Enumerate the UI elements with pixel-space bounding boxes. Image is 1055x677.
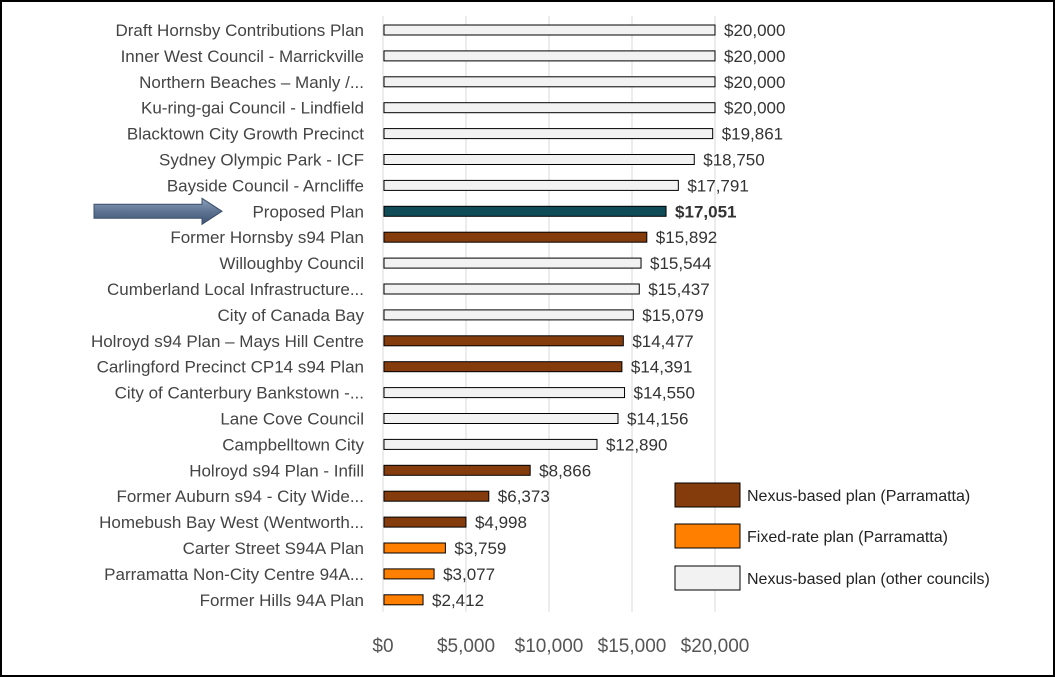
bar-cumberland-local-infrastructure (383, 283, 640, 295)
value-label: $15,437 (648, 280, 709, 299)
value-label: $20,000 (724, 99, 785, 118)
category-label: Inner West Council - Marrickville (121, 47, 364, 66)
bar-former-hornsby-s94-plan (383, 231, 648, 243)
value-label: $12,890 (606, 435, 667, 454)
legend-swatch-nexus-parramatta (674, 482, 741, 508)
value-label: $14,477 (632, 332, 693, 351)
bar-former-auburn-s94-city-wide (383, 490, 490, 502)
bar-holroyd-s94-plan-mays-hill-centre (383, 335, 624, 347)
bar-inner-west-council-marrickville (383, 50, 716, 62)
x-axis-ticks: $0 $5,000 $10,000 $15,000 $20,000 (372, 636, 749, 657)
bar-carlingford-precinct-cp14-s94-plan (383, 361, 623, 373)
category-label: Carlingford Precinct CP14 s94 Plan (97, 358, 364, 377)
value-label: $14,391 (631, 358, 692, 377)
value-label: $17,051 (675, 202, 736, 221)
value-label: $14,550 (634, 384, 695, 403)
bar-proposed-plan (383, 205, 667, 217)
category-label: Draft Hornsby Contributions Plan (115, 21, 364, 40)
x-tick-label: $10,000 (515, 636, 584, 657)
category-label: Former Hills 94A Plan (200, 591, 364, 610)
x-tick-label: $15,000 (598, 636, 667, 657)
bar-city-of-canterbury-bankstown (383, 387, 626, 399)
bar-blacktown-city-growth-precinct (383, 128, 714, 140)
bar-city-of-canada-bay (383, 309, 634, 321)
category-label: Former Hornsby s94 Plan (170, 228, 364, 247)
value-label: $18,750 (703, 151, 764, 170)
value-label: $3,759 (454, 539, 506, 558)
category-label: Parramatta Non-City Centre 94A... (104, 565, 364, 584)
bar-carter-street-s94a-plan (383, 542, 446, 554)
bar-bayside-council-arncliffe (383, 179, 679, 191)
category-label: Holroyd s94 Plan - Infill (189, 461, 364, 480)
value-label: $19,861 (722, 125, 783, 144)
value-label: $6,373 (498, 487, 550, 506)
bar-ku-ring-gai-council-lindfield (383, 102, 716, 114)
category-label: Campbelltown City (222, 435, 364, 454)
value-label: $2,412 (432, 591, 484, 610)
category-label: Cumberland Local Infrastructure... (107, 280, 364, 299)
bar-former-hills-94a-plan (383, 594, 424, 606)
value-label: $20,000 (724, 21, 785, 40)
highlight-arrow (93, 197, 223, 226)
value-label: $8,866 (539, 461, 591, 480)
value-label: $3,077 (443, 565, 495, 584)
category-label: City of Canterbury Bankstown -... (115, 384, 364, 403)
value-label: $15,079 (642, 306, 703, 325)
bar-parramatta-non-city-centre-94a (383, 568, 435, 580)
bar-lane-cove-council (383, 413, 619, 424)
bar-campbelltown-city (383, 438, 598, 450)
category-label: Lane Cove Council (220, 410, 364, 429)
legend: Nexus-based plan (Parramatta) Fixed-rate … (674, 482, 990, 591)
category-label: Northern Beaches – Manly /... (139, 73, 364, 92)
category-label: Homebush Bay West (Wentworth... (99, 513, 364, 532)
value-label: $20,000 (724, 73, 785, 92)
bar-northern-beaches-manly (383, 76, 716, 88)
category-label: Bayside Council - Arncliffe (167, 176, 364, 195)
x-tick-label: $20,000 (681, 636, 750, 657)
value-label: $14,156 (627, 410, 688, 429)
value-label: $4,998 (475, 513, 527, 532)
category-label: Carter Street S94A Plan (183, 539, 364, 558)
x-tick-label: $0 (372, 636, 393, 657)
value-label: $15,892 (656, 228, 717, 247)
category-label: Holroyd s94 Plan – Mays Hill Centre (91, 332, 364, 351)
category-label: Ku-ring-gai Council - Lindfield (141, 99, 364, 118)
value-label: $20,000 (724, 47, 785, 66)
category-label: Willoughby Council (219, 254, 364, 273)
category-label: Blacktown City Growth Precinct (127, 125, 364, 144)
value-labels: $20,000 $20,000 $20,000 $20,000 $19,861 $18,7… (432, 21, 785, 610)
value-label: $15,544 (650, 254, 711, 273)
legend-label: Nexus-based plan (other councils) (747, 571, 990, 588)
x-tick-label: $5,000 (437, 636, 495, 657)
category-label: Former Auburn s94 - City Wide... (116, 487, 364, 506)
bar-holroyd-s94-plan-infill (383, 464, 531, 476)
bar-willoughby-council (383, 257, 642, 269)
legend-label: Fixed-rate plan (Parramatta) (747, 529, 948, 546)
bar-homebush-bay-west-wentworth (383, 516, 467, 528)
bar-draft-hornsby-contributions-plan (383, 24, 716, 36)
legend-swatch-fixed-parramatta (674, 523, 741, 549)
category-label: Proposed Plan (252, 202, 364, 221)
value-label: $17,791 (687, 176, 748, 195)
category-labels: Draft Hornsby Contributions Plan Inner We… (91, 21, 365, 610)
arrow-icon (93, 197, 223, 226)
category-label: City of Canada Bay (218, 306, 365, 325)
category-label: Sydney Olympic Park - ICF (159, 151, 364, 170)
legend-swatch-nexus-other (674, 565, 741, 591)
legend-label: Nexus-based plan (Parramatta) (747, 488, 970, 505)
bars (383, 24, 716, 606)
bar-sydney-olympic-park-icf (383, 154, 695, 165)
